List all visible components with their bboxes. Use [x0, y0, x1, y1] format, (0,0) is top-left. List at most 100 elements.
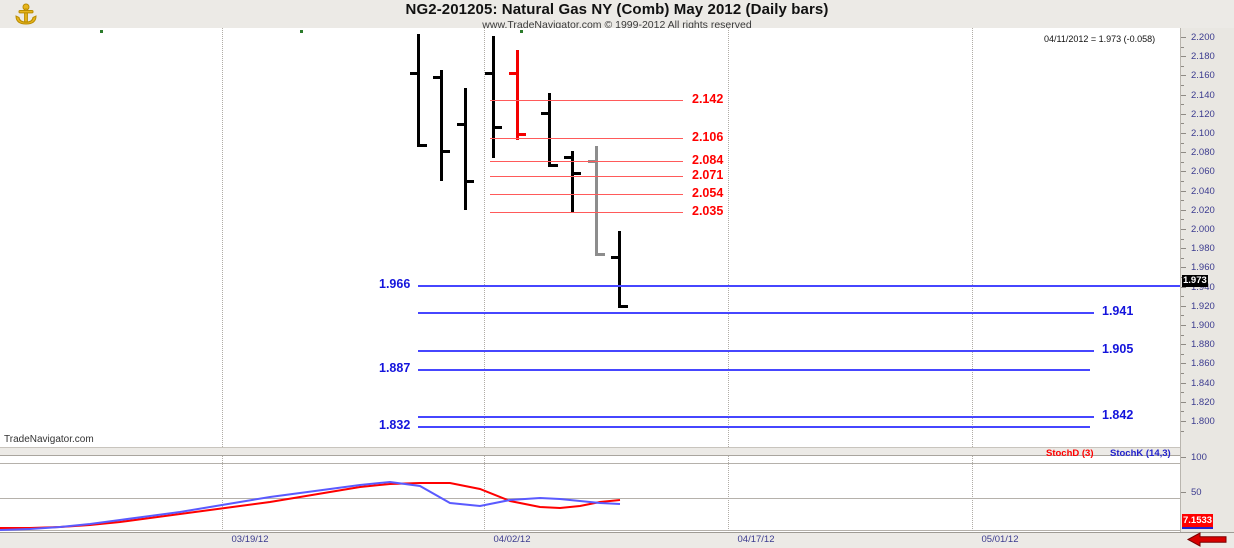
- ohlc-close-tick: [574, 172, 581, 175]
- session-marker: [520, 30, 523, 33]
- axis-tick: [1181, 229, 1186, 230]
- ohlc-bar: [571, 151, 574, 213]
- stoch-level-50: [0, 498, 1180, 499]
- axis-tick-minor: [1181, 334, 1184, 336]
- stoch-axis-label-100: 100: [1191, 452, 1207, 463]
- axis-tick: [1181, 286, 1186, 288]
- ohlc-open-tick: [485, 72, 492, 75]
- price-axis-label: 1.860: [1191, 358, 1215, 370]
- axis-tick-minor: [1181, 411, 1184, 413]
- ohlc-bar: [595, 146, 598, 256]
- support-line[interactable]: [418, 426, 1090, 428]
- resistance-line[interactable]: [490, 161, 683, 162]
- resistance-line[interactable]: [490, 176, 683, 177]
- support-line[interactable]: [418, 416, 1094, 418]
- ohlc-open-tick: [541, 112, 548, 115]
- axis-tick-minor: [1181, 85, 1184, 86]
- resistance-line[interactable]: [490, 138, 683, 139]
- price-axis-label: 1.840: [1191, 377, 1215, 389]
- ohlc-open-tick: [410, 72, 417, 75]
- axis-tick-minor: [1181, 430, 1184, 432]
- resistance-line[interactable]: [490, 100, 683, 101]
- axis-tick-minor: [1181, 161, 1184, 163]
- stoch-axis-label-50: 50: [1191, 487, 1202, 498]
- date-tick-label: 04/17/12: [737, 534, 775, 545]
- price-axis-label: 1.800: [1191, 416, 1215, 427]
- price-axis-label: 2.080: [1191, 147, 1215, 159]
- session-marker: [300, 30, 303, 33]
- axis-tick: [1181, 248, 1186, 250]
- price-axis-label: 2.040: [1191, 185, 1215, 197]
- price-axis-label: 2.140: [1191, 89, 1215, 101]
- resistance-line[interactable]: [490, 194, 683, 195]
- gridline-vertical: [484, 456, 485, 533]
- date-tick-label: 05/01/12: [981, 534, 1019, 545]
- axis-tick: [1181, 133, 1186, 134]
- price-axis-label: 1.940: [1191, 281, 1215, 293]
- ohlc-close-tick: [519, 133, 526, 136]
- stoch-baseline: [0, 530, 1180, 531]
- axis-tick-minor: [1181, 392, 1184, 394]
- axis-tick-minor: [1181, 104, 1184, 106]
- support-label: 1.842: [1102, 408, 1134, 422]
- axis-tick: [1181, 363, 1186, 365]
- axis-tick-minor: [1181, 181, 1184, 182]
- axis-tick: [1181, 152, 1186, 154]
- gridline-vertical: [972, 456, 973, 533]
- anchor-logo-icon: [8, 2, 44, 26]
- ohlc-open-tick: [611, 256, 618, 259]
- gridline-vertical: [728, 456, 729, 533]
- axis-tick: [1181, 492, 1186, 493]
- price-axis-label: 2.160: [1191, 70, 1215, 82]
- support-label: 1.966: [379, 277, 411, 291]
- axis-tick-minor: [1181, 123, 1184, 125]
- ohlc-bar: [492, 36, 495, 158]
- price-axis[interactable]: 2.200 2.180 2.160 2.140 2.120 2.100 2.080 2.060…: [1180, 28, 1234, 532]
- price-axis-label: 2.200: [1191, 32, 1215, 43]
- axis-tick: [1181, 325, 1186, 326]
- support-line[interactable]: [418, 369, 1090, 371]
- ohlc-bar-current: [516, 50, 519, 140]
- axis-tick-minor: [1181, 142, 1184, 144]
- price-axis-label: 1.820: [1191, 396, 1215, 408]
- gridline-vertical: [222, 456, 223, 533]
- resistance-label: 2.084: [692, 153, 724, 167]
- scroll-left-button[interactable]: [1182, 531, 1232, 548]
- watermark-label: TradeNavigator.com: [4, 434, 94, 445]
- price-axis-label: 2.120: [1191, 108, 1215, 120]
- ohlc-bar: [548, 93, 551, 167]
- left-arrow-icon: [1186, 532, 1227, 547]
- axis-tick: [1181, 113, 1186, 115]
- axis-tick: [1181, 421, 1186, 422]
- axis-tick: [1181, 190, 1186, 192]
- axis-tick: [1181, 401, 1186, 403]
- ohlc-open-tick: [433, 76, 440, 79]
- axis-tick: [1181, 37, 1186, 38]
- stochastic-pane[interactable]: StochD (3) StochK (14,3): [0, 448, 1180, 533]
- ohlc-close-tick: [443, 150, 450, 153]
- page-title: NG2-201205: Natural Gas NY (Comb) May 20…: [405, 1, 829, 18]
- resistance-label: 2.071: [692, 168, 724, 182]
- axis-tick-minor: [1181, 46, 1184, 48]
- axis-tick: [1181, 94, 1186, 96]
- price-axis-label: 2.060: [1191, 166, 1215, 178]
- stochastic-plot: [0, 480, 621, 531]
- axis-tick: [1181, 344, 1186, 346]
- ohlc-bar: [464, 88, 467, 210]
- resistance-line[interactable]: [490, 212, 683, 213]
- ohlc-open-tick: [509, 72, 516, 75]
- price-axis-label: 1.880: [1191, 339, 1215, 351]
- support-line[interactable]: [418, 312, 1094, 314]
- gridline-vertical: [728, 28, 729, 447]
- price-axis-label: 1.960: [1191, 262, 1215, 274]
- support-line[interactable]: [418, 285, 1180, 287]
- ohlc-bar: [417, 34, 420, 147]
- price-chart-pane[interactable]: 04/11/2012 = 1.973 (-0.058): [0, 28, 1180, 447]
- support-line[interactable]: [418, 350, 1094, 352]
- stoch-k-legend: StochK (14,3): [1110, 448, 1171, 459]
- ohlc-bar: [440, 70, 443, 181]
- last-price-tag: 1.973: [1182, 275, 1208, 287]
- support-label: 1.941: [1102, 304, 1134, 318]
- session-marker: [100, 30, 103, 33]
